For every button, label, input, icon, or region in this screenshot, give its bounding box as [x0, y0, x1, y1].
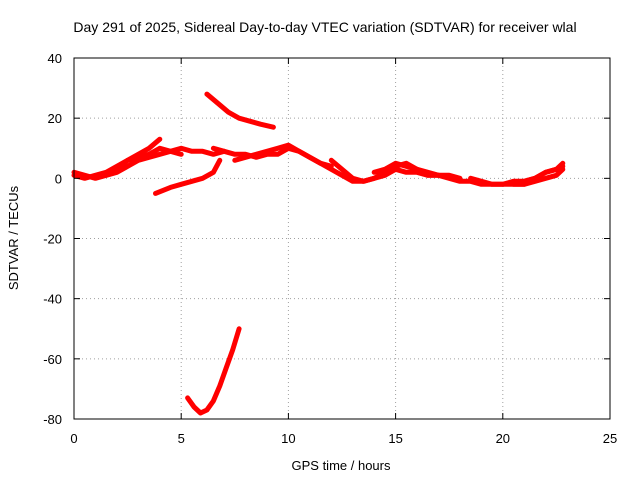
x-tick-label: 15: [388, 431, 402, 446]
axis-ticks: 0 5 10 15 20 25 -80 -60 -40 -20 0 20 40: [43, 51, 617, 446]
y-axis-label: SDTVAR / TECUs: [6, 185, 21, 290]
series-track-g: [371, 160, 463, 181]
series-group: [71, 91, 566, 416]
grid: [74, 58, 610, 419]
x-tick-label: 20: [496, 431, 510, 446]
y-tick-label: -40: [43, 292, 62, 307]
series-track-c: [103, 136, 163, 178]
x-tick-label: 0: [70, 431, 77, 446]
y-tick-label: 40: [48, 51, 62, 66]
y-tick-label: 0: [55, 171, 62, 186]
y-tick-label: -80: [43, 412, 62, 427]
y-tick-label: -20: [43, 232, 62, 247]
y-tick-label: -60: [43, 352, 62, 367]
x-axis-label: GPS time / hours: [292, 458, 391, 473]
series-track-i: [511, 166, 566, 187]
series-track-e: [232, 142, 334, 169]
series-track-a: [71, 145, 227, 181]
series-track-k: [153, 157, 223, 196]
series-track-l: [204, 91, 276, 130]
chart-title: Day 291 of 2025, Sidereal Day-to-day VTE…: [73, 19, 576, 35]
y-tick-label: 20: [48, 111, 62, 126]
x-tick-label: 25: [603, 431, 617, 446]
x-tick-label: 5: [178, 431, 185, 446]
series-track-j: [521, 163, 566, 184]
x-tick-label: 10: [281, 431, 295, 446]
series-track-m: [185, 326, 242, 416]
